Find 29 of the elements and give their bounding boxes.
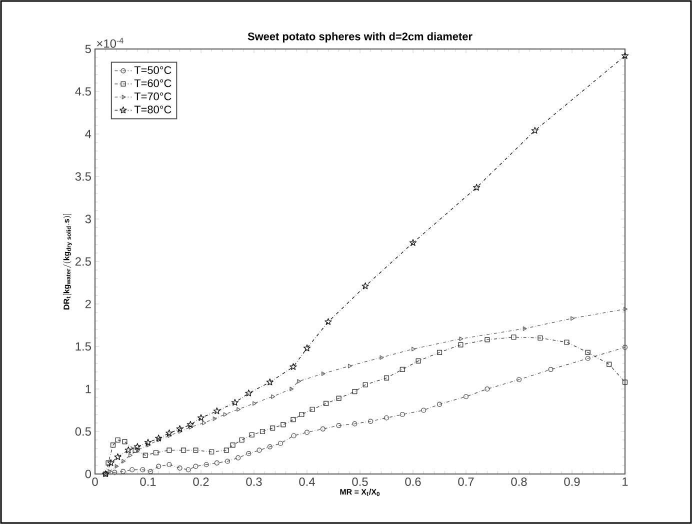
x-tick-label: 0.6 [405, 478, 421, 486]
y-tick-label: 5 [85, 44, 91, 54]
x-tick-label: 0.4 [299, 478, 315, 486]
legend-label: T=80°C [134, 106, 172, 114]
y-tick-label: 1.5 [76, 342, 91, 351]
y-tick-label: 0.5 [75, 427, 91, 436]
y-tick-label: 3 [85, 214, 91, 224]
x-tick-label: 0.1 [140, 478, 156, 486]
legend-label: T=60°C [134, 79, 172, 88]
x-tick-label: 0.9 [564, 478, 580, 486]
x-tick-label: 0.3 [246, 478, 262, 486]
x-tick-label: 1 [622, 478, 628, 486]
x-tick-label: 0.8 [511, 478, 527, 486]
x-tick-label: 0.7 [458, 478, 474, 486]
y-tick-label: 1 [86, 384, 91, 394]
x-tick-label: 0.2 [193, 478, 209, 486]
text: ×10$^{-4}$ [97, 38, 124, 48]
legend-label: T=70°C [134, 92, 172, 100]
y-tick-label: 4 [85, 130, 92, 138]
legend-label: T=50°C [134, 66, 172, 74]
y-tick-label: 0 [85, 470, 92, 478]
y-tick-label: 3.5 [75, 172, 91, 181]
y-tick-label: 2.5 [75, 257, 91, 266]
chart-title: Sweet potato spheres with d=2cm diameter [248, 32, 472, 42]
y-axis-title: $\mathbf{DR_{t}[kg_{water}/(kg_{dry\ solid}.s)]}$ [63, 214, 72, 310]
x-tick-label: 0 [92, 478, 98, 486]
x-tick-label: 0.5 [352, 478, 368, 486]
y-tick-label: 4.5 [75, 87, 91, 96]
y-tick-label: 2 [85, 300, 91, 308]
